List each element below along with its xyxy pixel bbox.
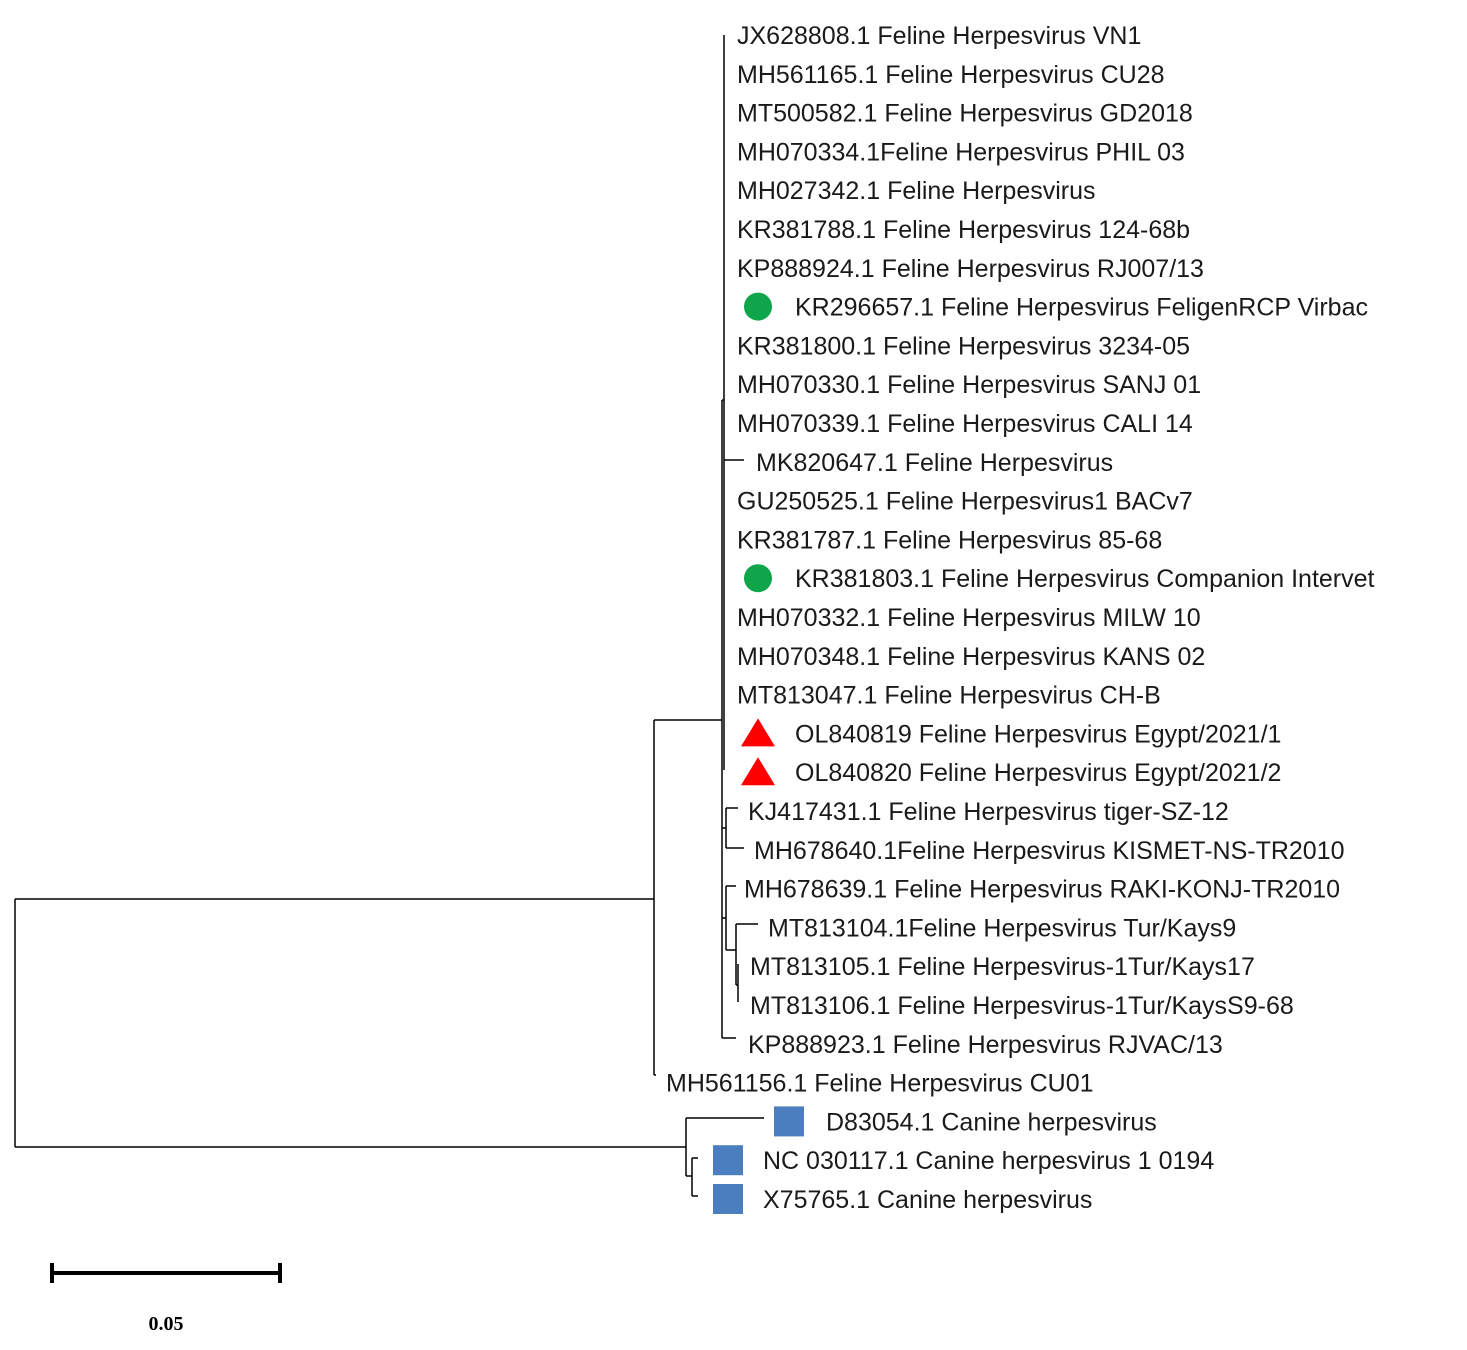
leaf-label: OL840820 Feline Herpesvirus Egypt/2021/2 xyxy=(795,759,1281,787)
red-triangle-marker xyxy=(741,718,775,747)
blue-square-marker xyxy=(713,1184,743,1214)
leaf-label: MT500582.1 Feline Herpesvirus GD2018 xyxy=(737,100,1193,128)
leaf-label: MH678639.1 Feline Herpesvirus RAKI-KONJ-… xyxy=(744,876,1340,904)
leaf-label: D83054.1 Canine herpesvirus xyxy=(826,1108,1157,1136)
leaf-label: KR381800.1 Feline Herpesvirus 3234-05 xyxy=(737,332,1190,360)
scale-bar: 0.05 xyxy=(50,1263,282,1335)
red-triangle-marker xyxy=(741,757,775,786)
tree-branches xyxy=(14,35,764,1197)
leaf-label: MK820647.1 Feline Herpesvirus xyxy=(756,449,1113,477)
leaf-label: NC 030117.1 Canine herpesvirus 1 0194 xyxy=(763,1147,1214,1175)
leaf-label: GU250525.1 Feline Herpesvirus1 BACv7 xyxy=(737,488,1193,516)
leaf-label: KR381787.1 Feline Herpesvirus 85-68 xyxy=(737,526,1162,554)
leaf-label: MH027342.1 Feline Herpesvirus xyxy=(737,177,1096,205)
leaf-label: MT813104.1Feline Herpesvirus Tur/Kays9 xyxy=(768,914,1236,942)
leaf-label: JX628808.1 Feline Herpesvirus VN1 xyxy=(737,22,1141,50)
leaf-label: KR381788.1 Feline Herpesvirus 124-68b xyxy=(737,216,1190,244)
leaf-label: KJ417431.1 Feline Herpesvirus tiger-SZ-1… xyxy=(748,798,1229,826)
leaf-markers xyxy=(713,292,804,1214)
leaf-label: MH678640.1Feline Herpesvirus KISMET-NS-T… xyxy=(754,837,1345,865)
leaf-label: KP888923.1 Feline Herpesvirus RJVAC/13 xyxy=(748,1031,1223,1059)
green-circle-marker xyxy=(744,564,772,593)
leaf-label: KR381803.1 Feline Herpesvirus Companion … xyxy=(795,565,1375,593)
leaf-label: MH561156.1 Feline Herpesvirus CU01 xyxy=(666,1070,1094,1098)
leaf-label: MH070332.1 Feline Herpesvirus MILW 10 xyxy=(737,604,1201,632)
leaf-label: X75765.1 Canine herpesvirus xyxy=(763,1186,1092,1214)
scale-bar-label: 0.05 xyxy=(149,1313,184,1335)
blue-square-marker xyxy=(774,1106,804,1137)
leaf-label: MH070348.1 Feline Herpesvirus KANS 02 xyxy=(737,643,1205,671)
leaf-label: MT813047.1 Feline Herpesvirus CH-B xyxy=(737,682,1161,710)
leaf-label: MH070339.1 Feline Herpesvirus CALI 14 xyxy=(737,410,1193,438)
leaf-label: KR296657.1 Feline Herpesvirus FeligenRCP… xyxy=(795,294,1368,322)
green-circle-marker xyxy=(744,292,772,321)
blue-square-marker xyxy=(713,1145,743,1176)
leaf-label: MH070330.1 Feline Herpesvirus SANJ 01 xyxy=(737,371,1201,399)
leaf-label: KP888924.1 Feline Herpesvirus RJ007/13 xyxy=(737,255,1204,283)
leaf-labels: JX628808.1 Feline Herpesvirus VN1 MH56116… xyxy=(666,22,1375,1214)
leaf-label: MH561165.1 Feline Herpesvirus CU28 xyxy=(737,61,1165,89)
leaf-label: MT813106.1 Feline Herpesvirus-1Tur/KaysS… xyxy=(750,992,1294,1020)
leaf-label: OL840819 Feline Herpesvirus Egypt/2021/1 xyxy=(795,720,1281,748)
leaf-label: MT813105.1 Feline Herpesvirus-1Tur/Kays1… xyxy=(750,953,1255,981)
leaf-label: MH070334.1Feline Herpesvirus PHIL 03 xyxy=(737,138,1185,166)
